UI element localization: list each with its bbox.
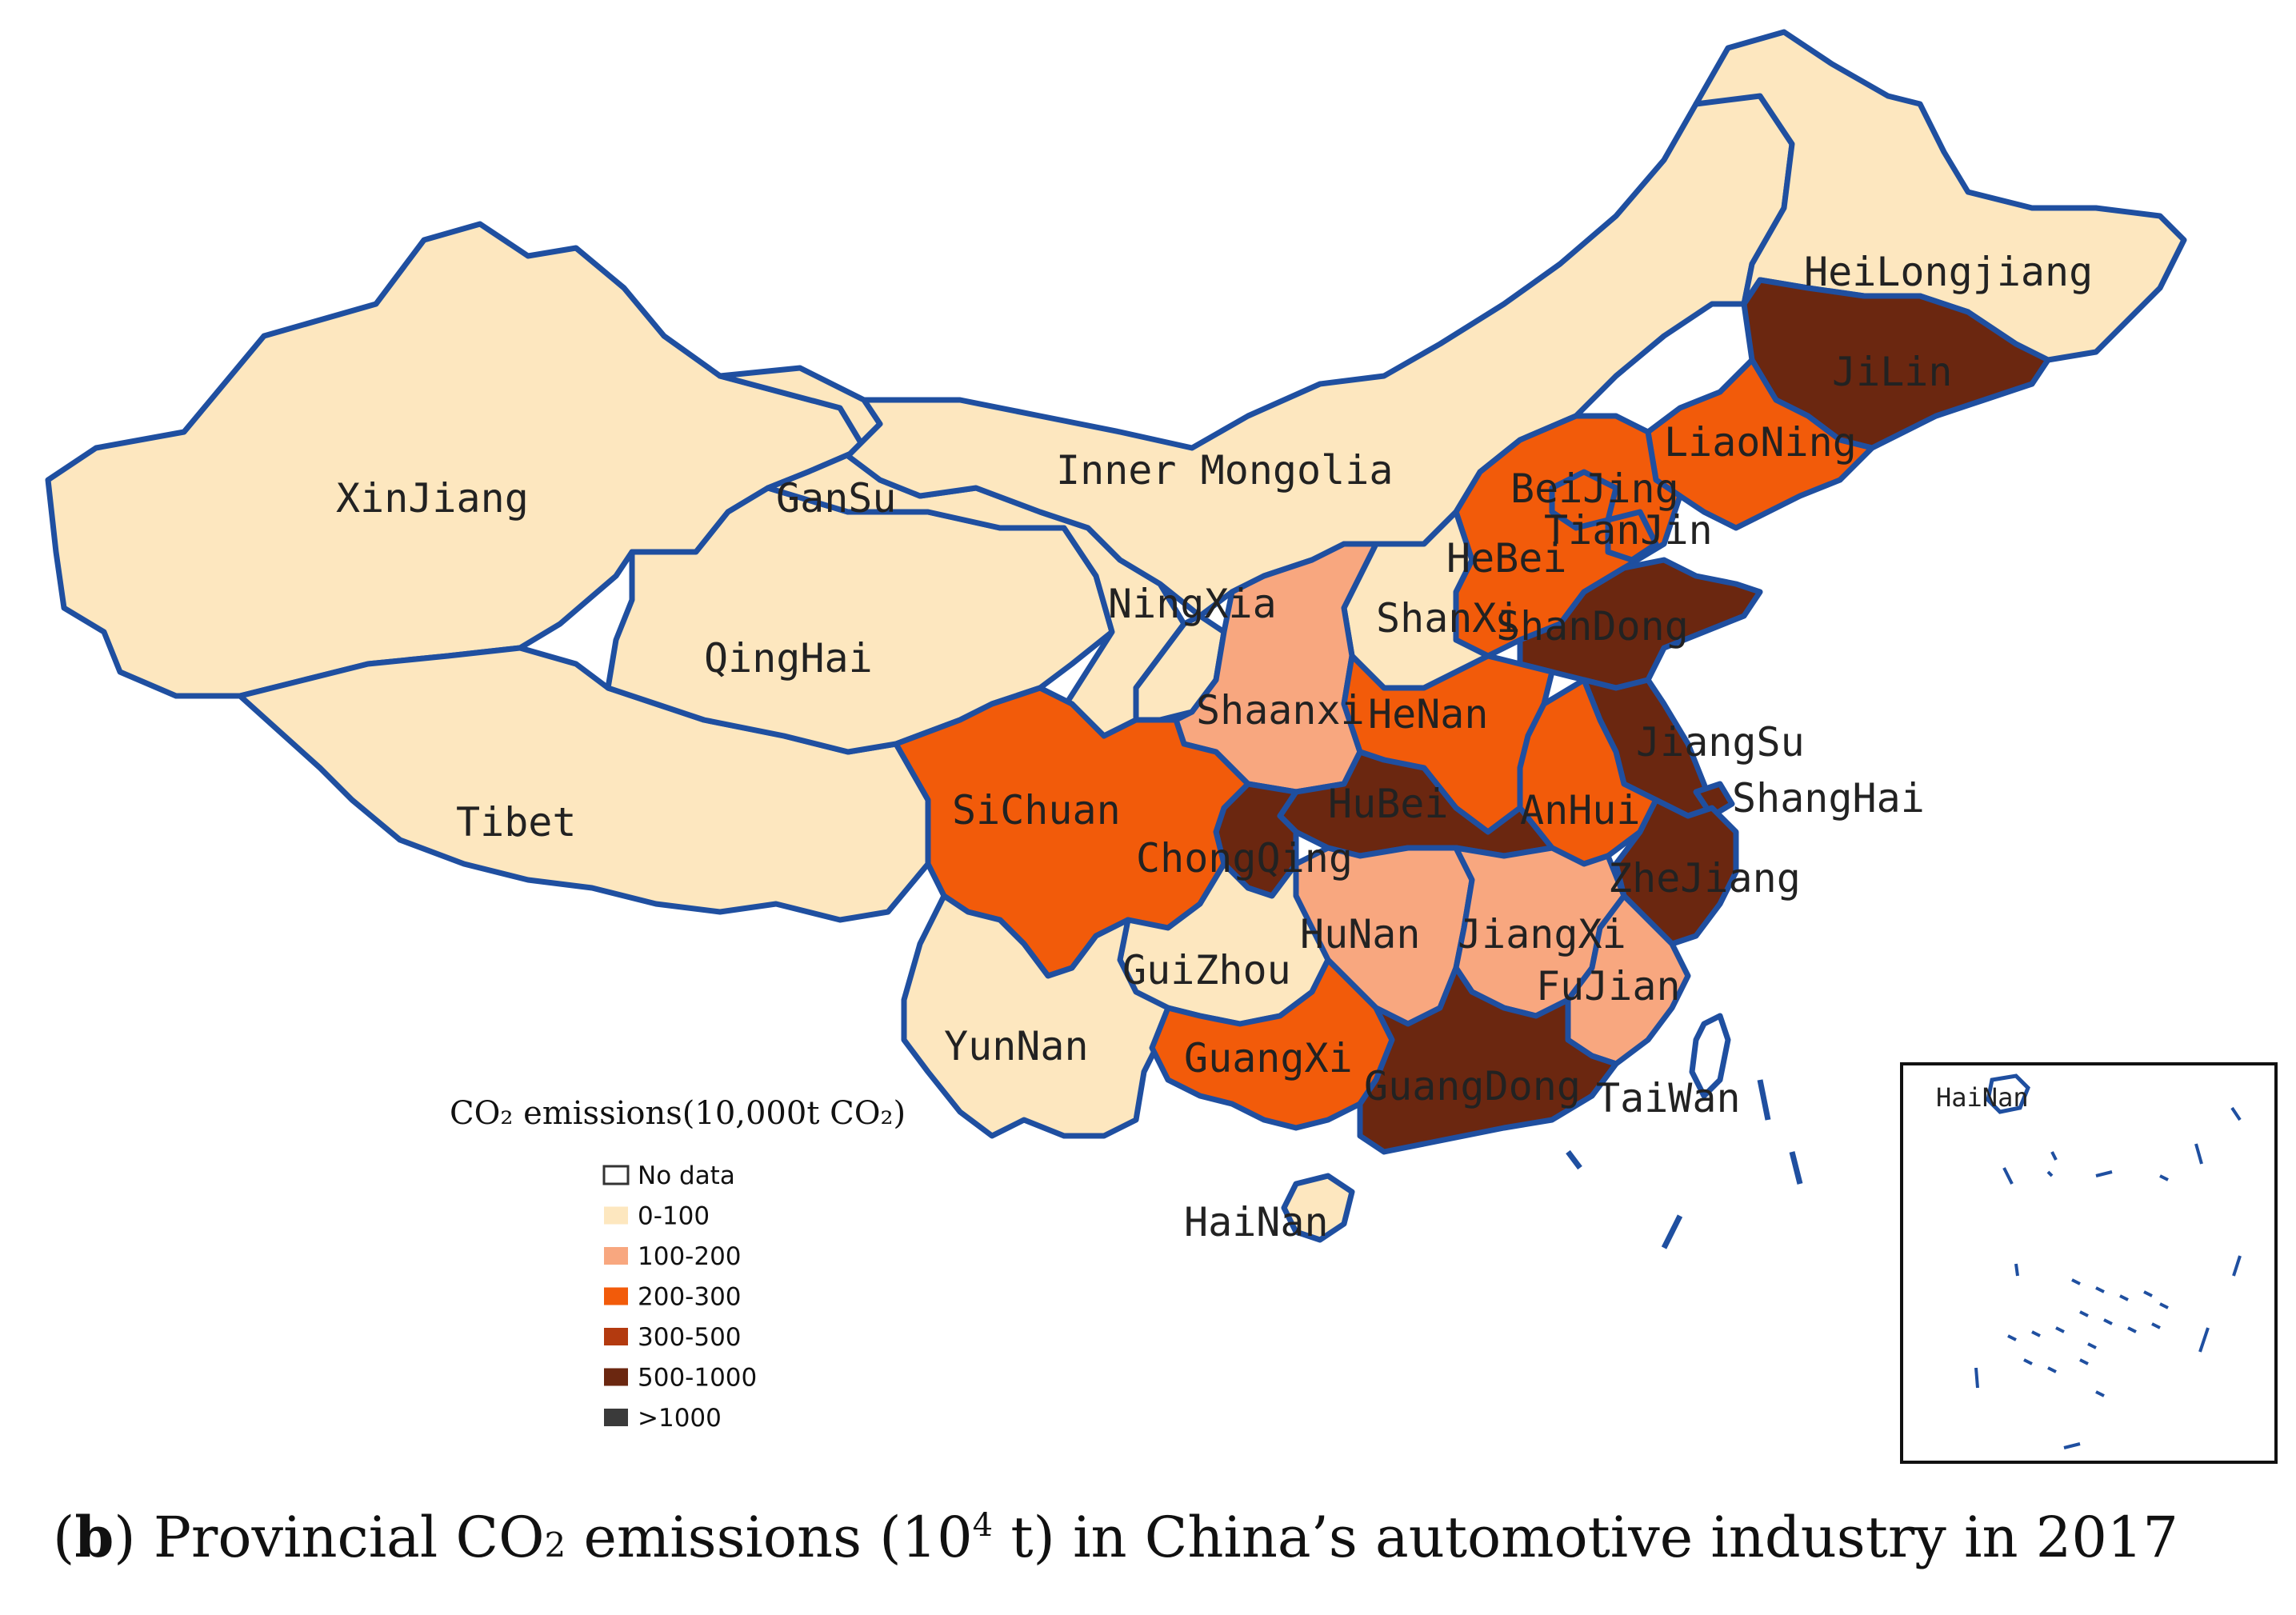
- province-guangdong: [1357, 965, 1619, 1155]
- legend-swatch: [602, 1165, 630, 1185]
- inset-frame: [1900, 1062, 2278, 1464]
- province-label-chongqing: ChongQing: [1136, 835, 1353, 881]
- province-label-jilin: JiLin: [1832, 349, 1953, 395]
- province-label-guangdong: GuangDong: [1364, 1063, 1581, 1109]
- legend-swatch: [604, 1287, 628, 1305]
- legend-title: CO₂ emissions(10,000t CO₂): [450, 1095, 906, 1132]
- province-label-gansu: GanSu: [776, 475, 897, 522]
- province-label-liaoning: LiaoNing: [1664, 419, 1857, 466]
- province-label-hebei: HeBei: [1446, 535, 1567, 582]
- legend-label: 200-300: [638, 1283, 742, 1312]
- province-label-beijing: BeiJing: [1510, 466, 1679, 512]
- province-label-taiwan: TaiWan: [1596, 1075, 1741, 1121]
- legend-label: No data: [638, 1161, 735, 1190]
- legend-swatch: [604, 1247, 628, 1265]
- island-line: [1757, 1079, 1771, 1121]
- figure-caption: (b) Provincial CO2 emissions (104 t) in …: [53, 1504, 2178, 1570]
- province-label-jiangxi: JiangXi: [1458, 911, 1626, 957]
- caption-text-a: ) Provincial CO: [114, 1505, 545, 1570]
- south-china-sea-inset: HaiNan: [1900, 1062, 2278, 1464]
- province-shapes: [45, 29, 2187, 1249]
- inset-hainan-shape: [1986, 1073, 2030, 1114]
- province-yunnan: [901, 893, 1171, 1139]
- legend-label: >1000: [638, 1404, 722, 1433]
- province-label-qinghai: QingHai: [704, 635, 873, 682]
- caption-panel-letter: b: [74, 1504, 114, 1570]
- province-label-anhui: AnHui: [1520, 787, 1641, 833]
- province-label-yunnan: YunNan: [944, 1023, 1089, 1069]
- province-label-sichuan: SiChuan: [952, 787, 1121, 833]
- province-label-fujian: FuJian: [1536, 963, 1681, 1009]
- province-label-tianjin: TianJin: [1544, 507, 1713, 554]
- island-line: [1661, 1214, 1683, 1249]
- province-label-hunan: HuNan: [1300, 911, 1421, 957]
- province-label-hainan: HaiNan: [1184, 1199, 1329, 1245]
- legend-swatch: [604, 1368, 628, 1386]
- legend-label: 0-100: [638, 1202, 710, 1231]
- province-label-shanghai: ShangHai: [1732, 775, 1925, 821]
- province-label-shaanxi: Shaanxi: [1196, 687, 1365, 734]
- inset-islands: [1974, 1106, 2242, 1449]
- province-label-guizhou: GuiZhou: [1122, 947, 1291, 993]
- inset-label: HaiNan: [1936, 1082, 2029, 1113]
- province-labels: XinJiang GanSu Inner Mongolia HeiLongjiang J…: [336, 249, 2093, 1245]
- legend: CO₂ emissions(10,000t CO₂) No data 0-100 1…: [450, 1095, 906, 1433]
- province-heilongjiang: [1693, 29, 2187, 363]
- province-label-inner-mongolia: Inner Mongolia: [1056, 447, 1393, 494]
- caption-subscript: 2: [544, 1525, 566, 1565]
- legend-label: 300-500: [638, 1323, 742, 1352]
- province-label-shanxi: ShanXi: [1376, 595, 1521, 642]
- province-label-jiangsu: JiangSu: [1636, 719, 1805, 766]
- island-line: [1789, 1151, 1803, 1185]
- legend-swatch: [604, 1409, 628, 1426]
- province-tianjin: [1605, 509, 1659, 563]
- island-line: [1566, 1149, 1582, 1170]
- province-label-guangxi: GuangXi: [1184, 1035, 1353, 1081]
- caption-text-c: t) in China’s automotive industry in 201…: [993, 1505, 2178, 1570]
- legend-items: No data 0-100 100-200 200-300 300-500 500-100…: [602, 1161, 757, 1433]
- legend-label: 500-1000: [638, 1364, 757, 1393]
- legend-swatch: [604, 1206, 628, 1225]
- province-label-tibet: Tibet: [456, 799, 577, 845]
- caption-text-b: emissions (10: [566, 1505, 973, 1570]
- legend-swatch: [604, 1328, 628, 1345]
- province-label-hubei: HuBei: [1328, 781, 1449, 827]
- province-inner-mongolia: [845, 69, 1795, 619]
- province-label-ningxia: NingXia: [1108, 581, 1277, 627]
- province-label-xinjiang: XinJiang: [336, 475, 529, 522]
- province-label-heilongjiang: HeiLongjiang: [1804, 249, 2093, 295]
- province-label-zhejiang: ZheJiang: [1608, 855, 1801, 901]
- province-liaoning: [1645, 357, 1875, 531]
- legend-label: 100-200: [638, 1242, 742, 1271]
- caption-superscript: 4: [972, 1507, 994, 1544]
- province-label-henan: HeNan: [1368, 691, 1489, 738]
- province-label-shandong: ShanDong: [1496, 603, 1689, 650]
- province-hainan: [1281, 1173, 1355, 1243]
- province-taiwan: [1689, 1013, 1731, 1099]
